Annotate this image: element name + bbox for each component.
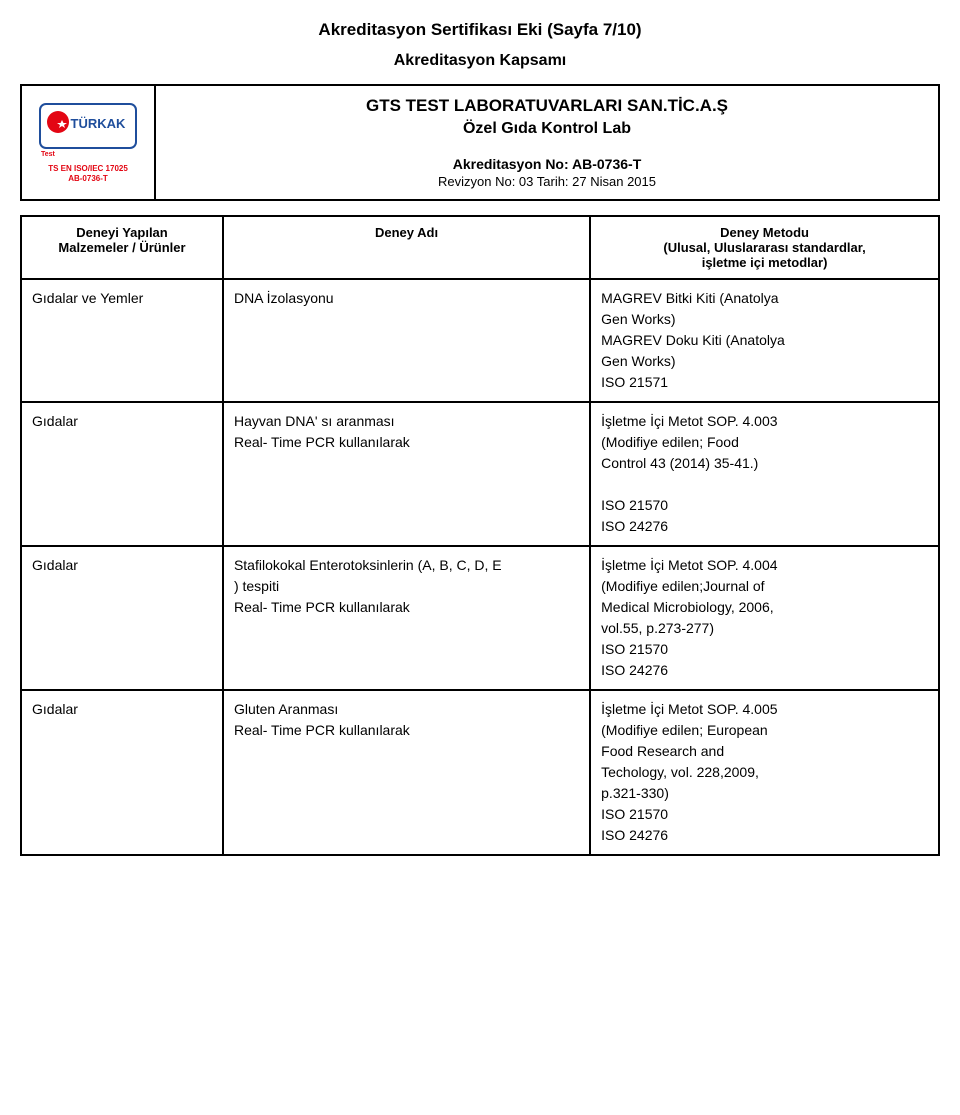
logo-cell: TÜRKAK Test TS EN ISO/IEC 17025 AB-0736-…: [22, 86, 156, 199]
th-materials: Deneyi YapılanMalzemeler / Ürünler: [21, 216, 223, 279]
cell-method: İşletme İçi Metot SOP. 4.004(Modifiye ed…: [601, 555, 928, 681]
table-row: Gıdalar Gluten AranmasıReal- Time PCR ku…: [21, 690, 939, 855]
svg-text:TÜRKAK: TÜRKAK: [71, 116, 126, 131]
logo-iso-line: TS EN ISO/IEC 17025: [48, 164, 128, 174]
cell-materials: Gıdalar: [32, 699, 212, 720]
akreditasyon-no: Akreditasyon No: AB-0736-T: [453, 156, 642, 172]
org-cell: GTS TEST LABORATUVARLARI SAN.TİC.A.Ş Öze…: [156, 86, 938, 199]
header-box: TÜRKAK Test TS EN ISO/IEC 17025 AB-0736-…: [20, 84, 940, 201]
table-header-row: Deneyi YapılanMalzemeler / Ürünler Deney…: [21, 216, 939, 279]
logo-texts: TS EN ISO/IEC 17025 AB-0736-T: [48, 164, 128, 183]
page-subtitle: Akreditasyon Kapsamı: [20, 52, 940, 70]
logo-ab-no: AB-0736-T: [48, 174, 128, 184]
cell-method: İşletme İçi Metot SOP. 4.005(Modifiye ed…: [601, 699, 928, 846]
org-name: GTS TEST LABORATUVARLARI SAN.TİC.A.Ş: [366, 96, 728, 116]
cell-materials: Gıdalar ve Yemler: [32, 288, 212, 309]
turkak-logo: TÜRKAK Test: [38, 102, 138, 162]
cell-method: İşletme İçi Metot SOP. 4.003(Modifiye ed…: [601, 411, 928, 537]
table-body: Gıdalar ve Yemler DNA İzolasyonu MAGREV …: [21, 279, 939, 855]
page-title: Akreditasyon Sertifikası Eki (Sayfa 7/10…: [20, 20, 940, 40]
table-row: Gıdalar ve Yemler DNA İzolasyonu MAGREV …: [21, 279, 939, 402]
cell-materials: Gıdalar: [32, 411, 212, 432]
cell-test-name: Stafilokokal Enterotoksinlerin (A, B, C,…: [234, 555, 579, 618]
cell-method: MAGREV Bitki Kiti (AnatolyaGen Works)MAG…: [601, 288, 928, 393]
org-sub: Özel Gıda Kontrol Lab: [463, 120, 631, 138]
main-table: Deneyi YapılanMalzemeler / Ürünler Deney…: [20, 215, 940, 856]
cell-materials: Gıdalar: [32, 555, 212, 576]
cell-test-name: DNA İzolasyonu: [234, 288, 579, 309]
svg-text:Test: Test: [41, 151, 56, 158]
revizyon-line: Revizyon No: 03 Tarih: 27 Nisan 2015: [438, 174, 656, 189]
cell-test-name: Gluten AranmasıReal- Time PCR kullanılar…: [234, 699, 579, 741]
th-method: Deney Metodu(Ulusal, Uluslararası standa…: [590, 216, 939, 279]
table-row: Gıdalar Hayvan DNA' sı aranmasıReal- Tim…: [21, 402, 939, 546]
th-test-name: Deney Adı: [223, 216, 590, 279]
table-row: Gıdalar Stafilokokal Enterotoksinlerin (…: [21, 546, 939, 690]
cell-test-name: Hayvan DNA' sı aranmasıReal- Time PCR ku…: [234, 411, 579, 453]
